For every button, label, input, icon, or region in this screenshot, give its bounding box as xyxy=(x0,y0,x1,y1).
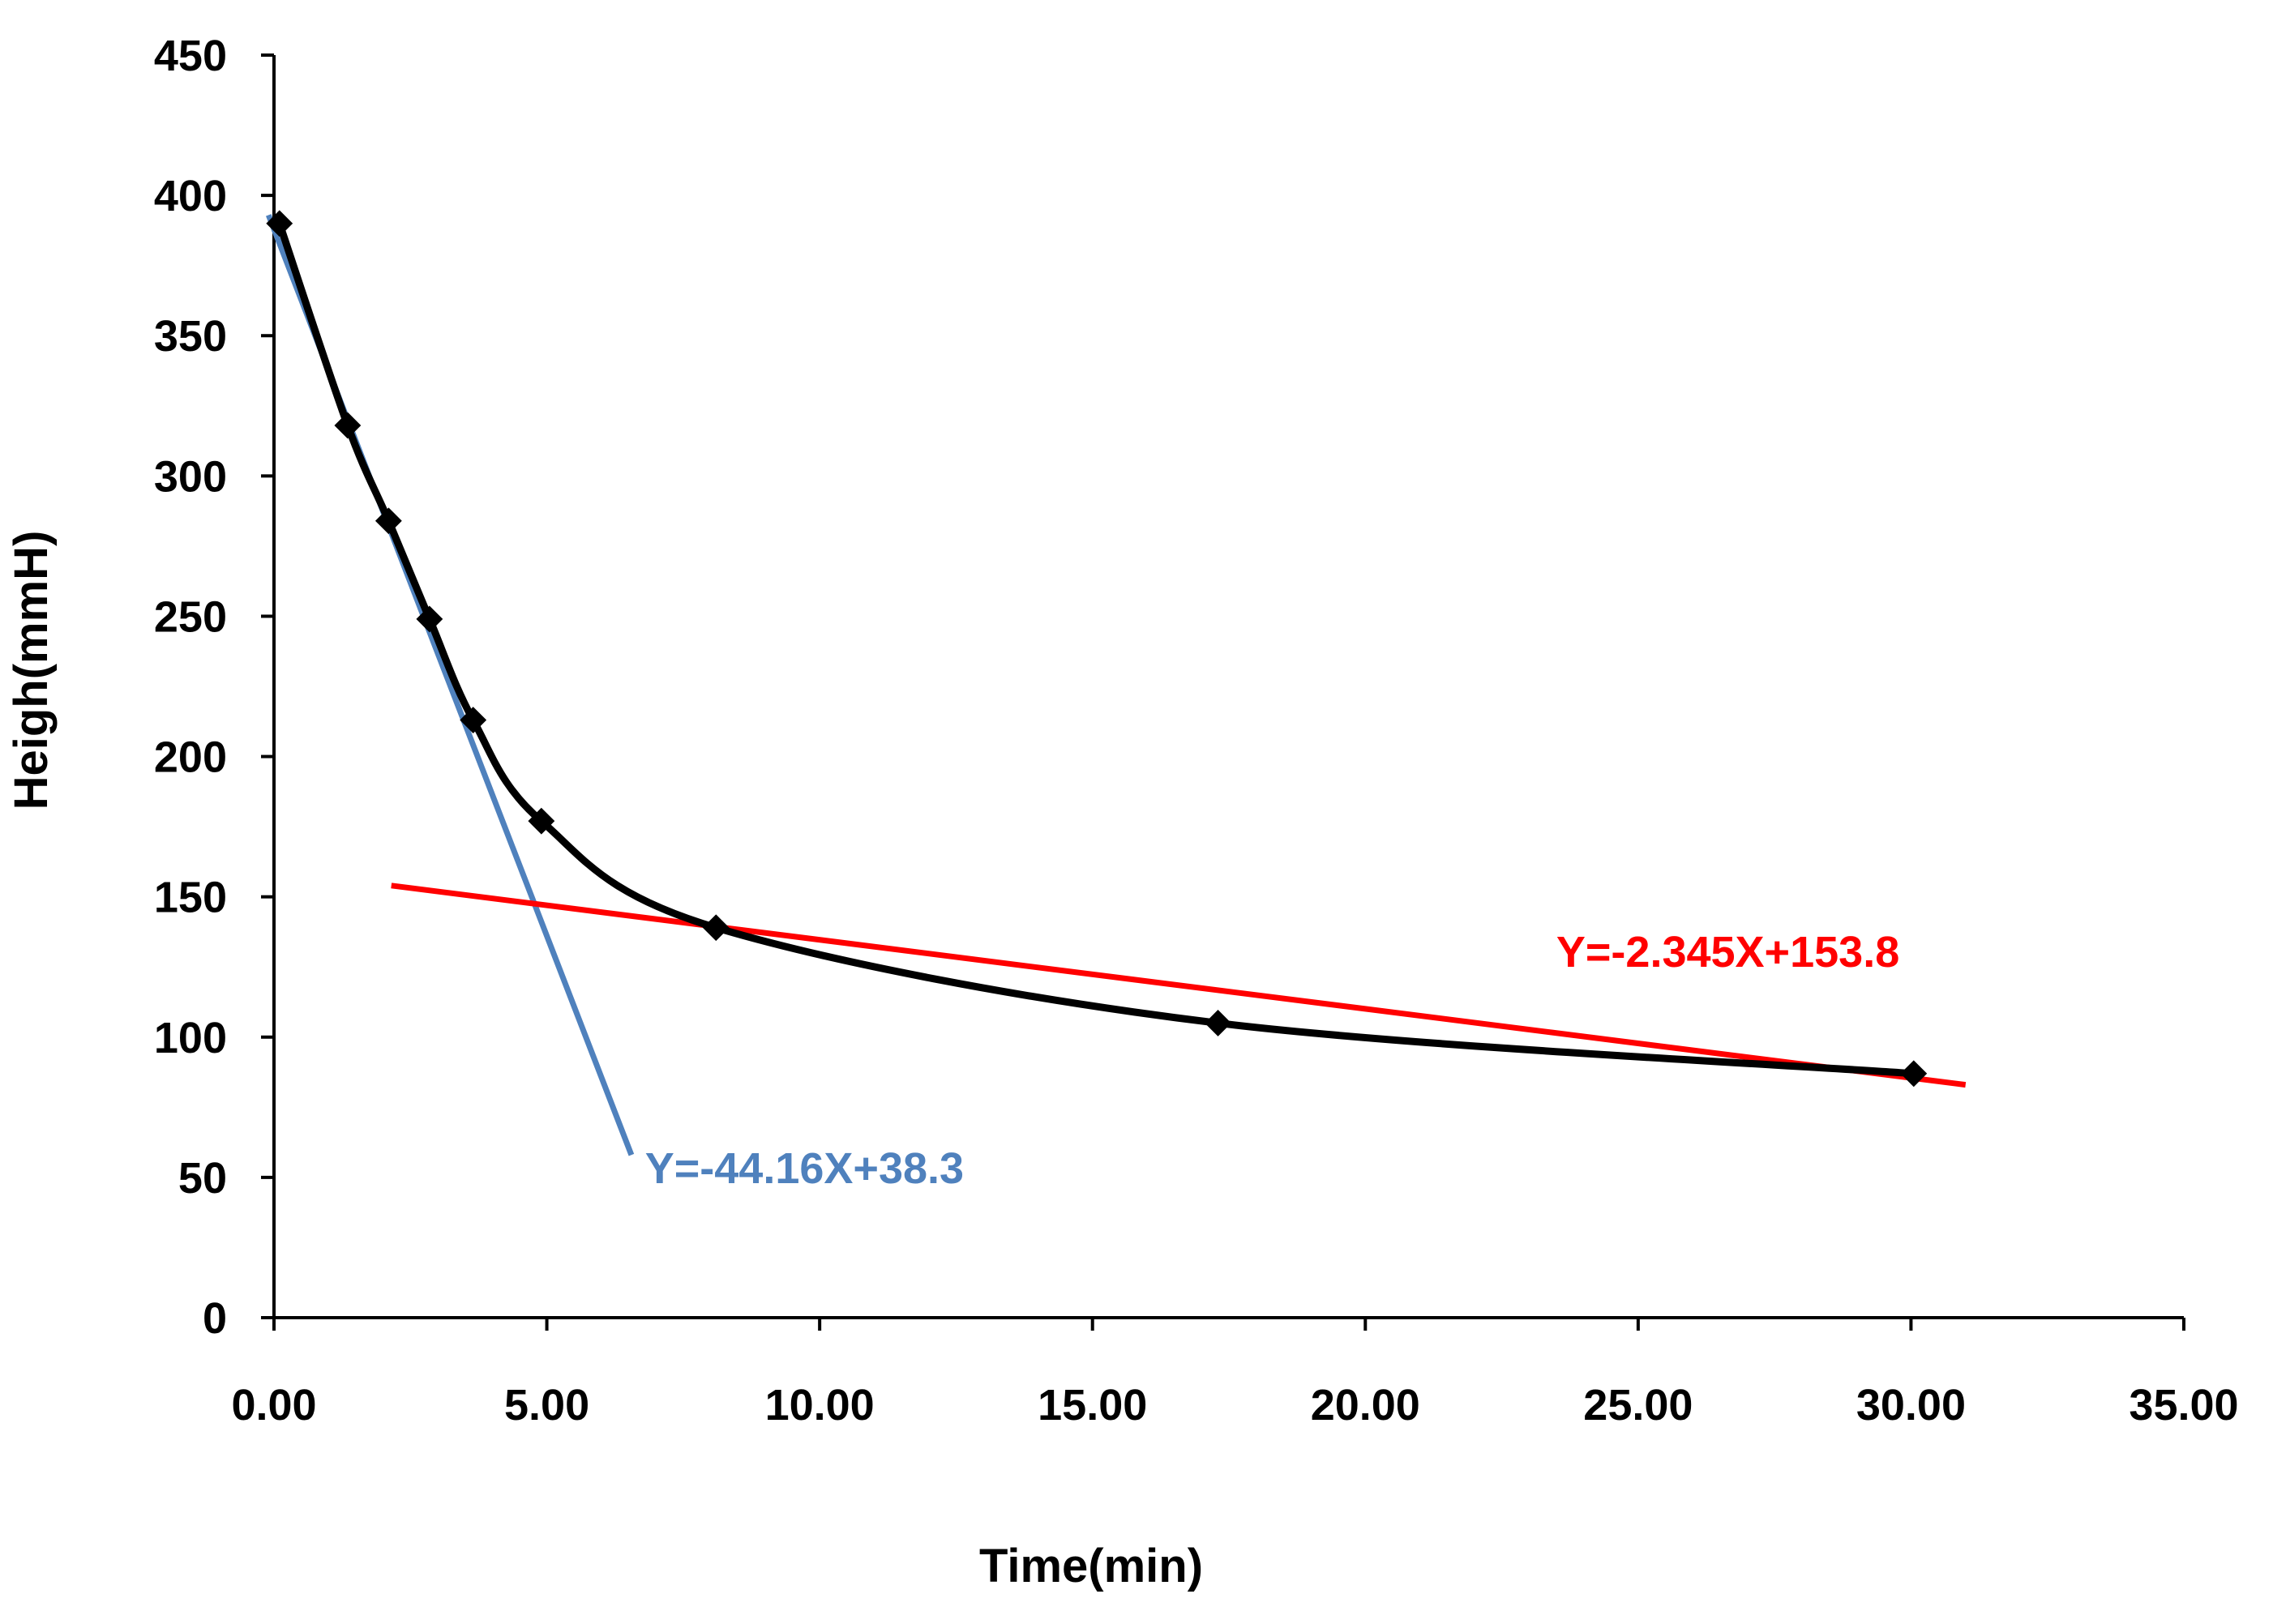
y-tick-label: 150 xyxy=(154,874,227,922)
ticks: 0 50 100 150 200 250 300 350 400 450 0.00 5.00 10.00… xyxy=(154,32,2239,1430)
x-tick-label: 15.00 xyxy=(1038,1381,1147,1430)
y-tick-label: 250 xyxy=(154,592,227,641)
x-tick-label: 20.00 xyxy=(1311,1381,1420,1430)
markers xyxy=(266,210,1928,1088)
y-tick-label: 0 xyxy=(203,1294,227,1343)
x-tick-label: 25.00 xyxy=(1583,1381,1693,1430)
x-tick-label: 0.00 xyxy=(231,1381,316,1430)
data-point-marker xyxy=(416,605,443,633)
data-point-marker xyxy=(334,412,362,439)
x-tick-label: 5.00 xyxy=(504,1381,589,1430)
y-tick-label: 50 xyxy=(178,1154,227,1203)
data-point-marker xyxy=(1205,1010,1231,1036)
y-tick-label: 450 xyxy=(154,32,227,80)
data-point-marker xyxy=(1900,1060,1928,1088)
data-point-marker xyxy=(702,914,730,942)
x-tick-label: 10.00 xyxy=(765,1381,875,1430)
axes xyxy=(272,55,2184,1319)
data-point-marker xyxy=(266,210,293,237)
fit-equation-red: Y=-2.345X+153.8 xyxy=(1556,928,1899,977)
fit-equation-blue: Y=-44.16X+38.3 xyxy=(645,1144,964,1193)
y-tick-label: 400 xyxy=(154,172,227,220)
y-tick-label: 300 xyxy=(154,452,227,501)
data-point-marker xyxy=(460,707,487,733)
data-point-marker xyxy=(528,807,555,835)
labels: Time(min) Heigh(mmH) Y=-44.16X+38.3 Y=-2… xyxy=(5,531,1899,1592)
x-axis-title: Time(min) xyxy=(979,1540,1203,1592)
y-tick-label: 350 xyxy=(154,312,227,361)
x-tick-label: 30.00 xyxy=(1856,1381,1966,1430)
fit-lines xyxy=(266,214,1967,1156)
final-slope-fit-line xyxy=(391,883,1967,1088)
y-tick-label: 200 xyxy=(154,733,227,782)
data-point-marker xyxy=(375,507,402,535)
y-tick-label: 100 xyxy=(154,1014,227,1062)
y-axis-title: Heigh(mmH) xyxy=(5,531,58,810)
x-tick-label: 35.00 xyxy=(2129,1381,2238,1430)
